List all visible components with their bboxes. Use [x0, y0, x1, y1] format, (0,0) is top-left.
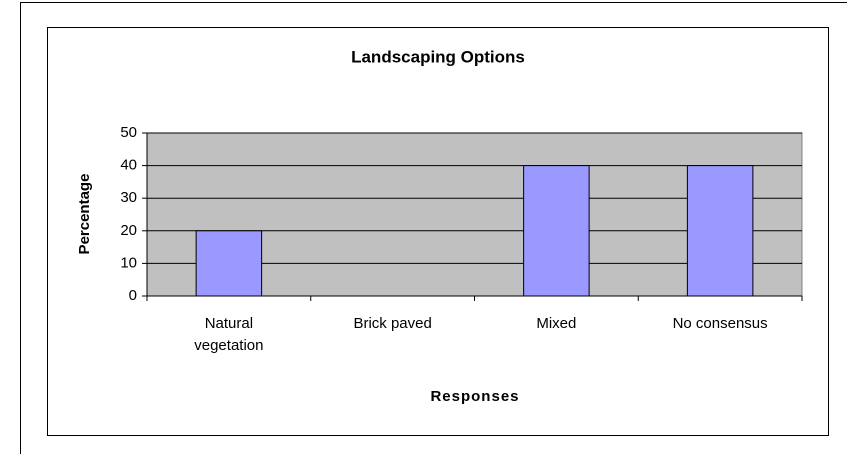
x-tick-label: Natural vegetation	[194, 315, 264, 354]
y-axis-title: Percentage	[76, 174, 93, 255]
bar	[523, 165, 590, 297]
x-tick-label: No consensus	[672, 315, 768, 332]
bar	[686, 165, 754, 297]
outer-frame	[20, 2, 847, 454]
bar	[195, 230, 263, 297]
chart-title: Landscaping Options	[351, 47, 525, 66]
x-axis-title: Responses	[430, 388, 519, 405]
y-tick-label: 20	[120, 222, 137, 239]
y-tick-label: 0	[129, 287, 137, 304]
y-tick-label: 30	[120, 189, 137, 206]
x-tick-label: Mixed	[536, 315, 577, 332]
x-tick-label: Brick paved	[353, 315, 432, 332]
y-tick-label: 10	[120, 254, 137, 271]
y-tick-label: 40	[120, 157, 137, 174]
y-tick-label: 50	[120, 124, 137, 141]
